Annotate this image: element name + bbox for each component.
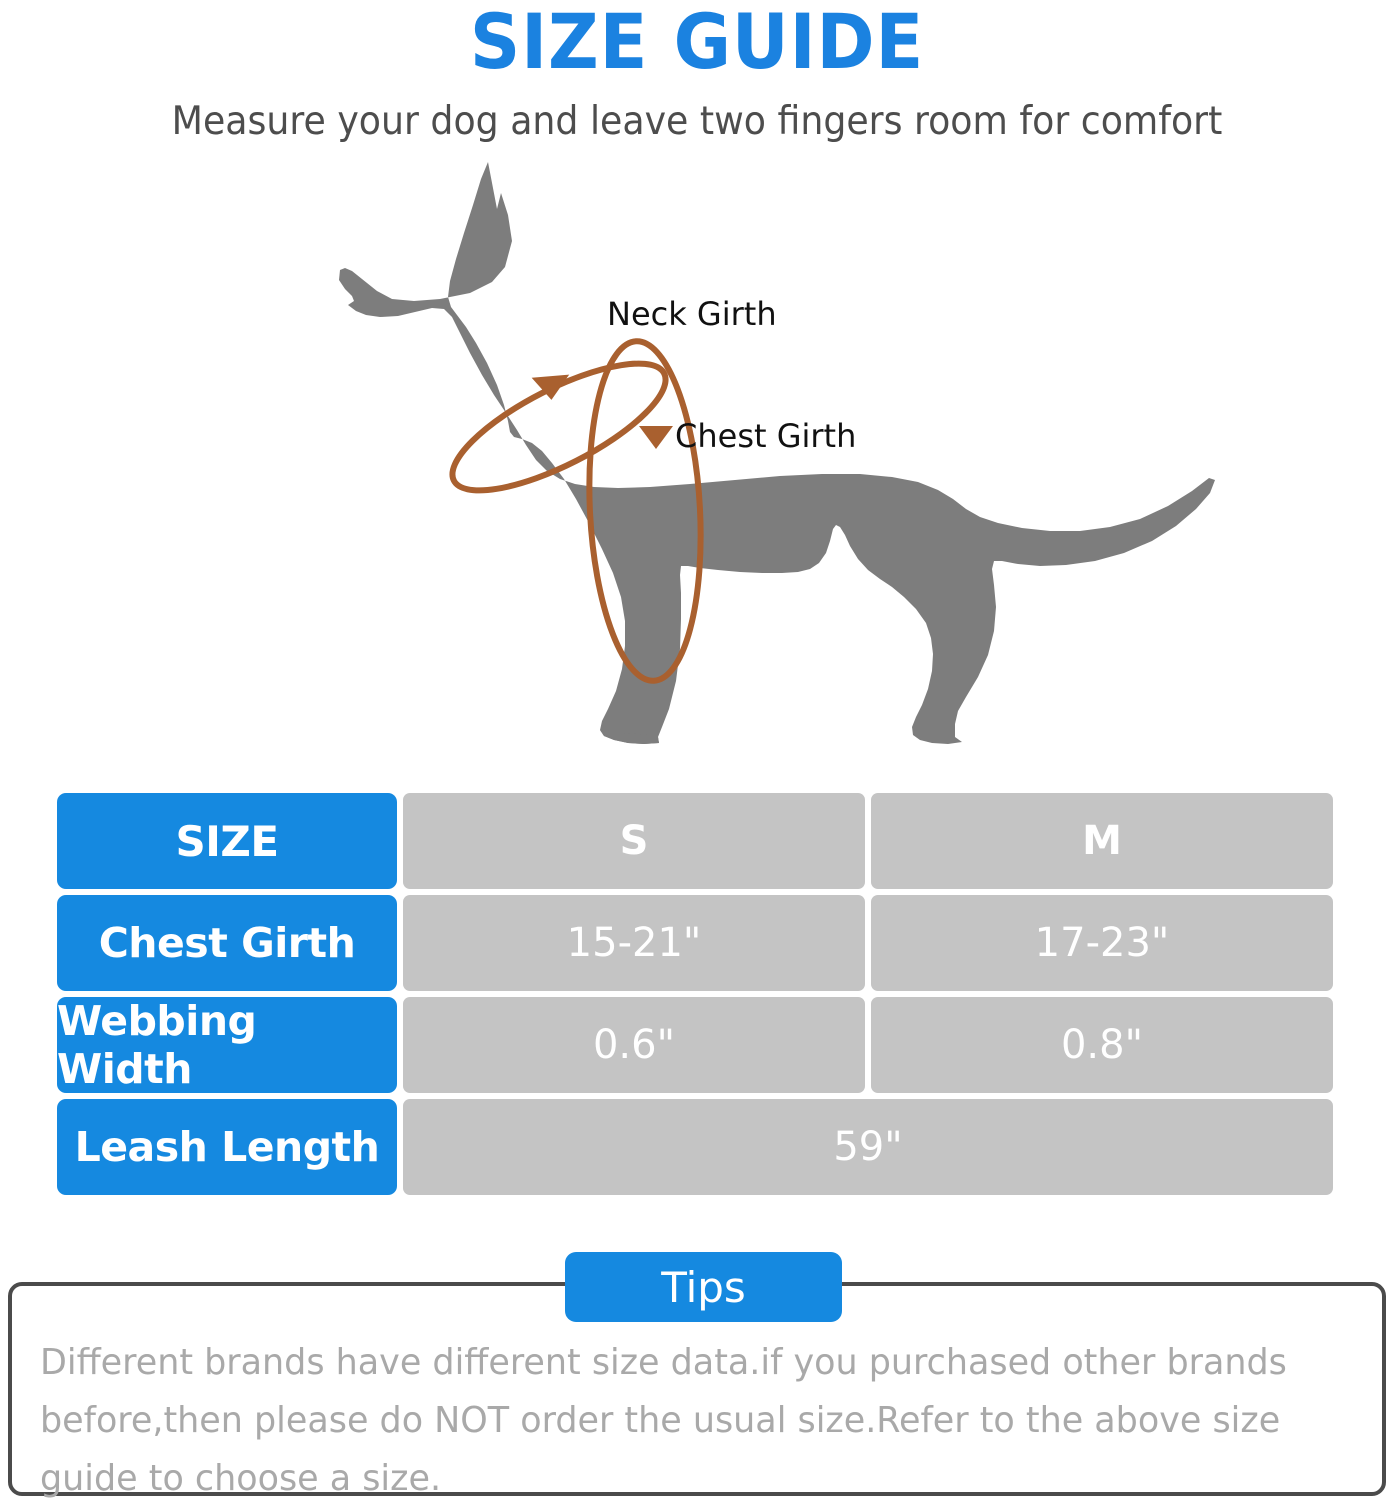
tips-section: Tips Different brands have different siz… <box>8 1252 1386 1499</box>
row-label-webbing-width: Webbing Width <box>57 997 397 1093</box>
table-row: Webbing Width 0.6" 0.8" <box>57 997 1333 1093</box>
table-header-s: S <box>403 793 865 889</box>
table-row: Chest Girth 15-21" 17-23" <box>57 895 1333 991</box>
cell-chest-girth-s: 15-21" <box>403 895 865 991</box>
tips-badge: Tips <box>565 1252 842 1322</box>
cell-chest-girth-m: 17-23" <box>871 895 1333 991</box>
cell-leash-length-all: 59" <box>403 1099 1333 1195</box>
dog-silhouette-icon <box>339 162 1215 744</box>
row-label-leash-length: Leash Length <box>57 1099 397 1195</box>
table-row: Leash Length 59" <box>57 1099 1333 1195</box>
cell-webbing-width-m: 0.8" <box>871 997 1333 1093</box>
table-header-size: SIZE <box>57 793 397 889</box>
tips-body-text: Different brands have different size dat… <box>40 1342 1287 1499</box>
chest-girth-ellipse-icon <box>586 338 704 684</box>
chest-girth-label: Chest Girth <box>675 417 857 455</box>
table-row: SIZE S M <box>57 793 1333 889</box>
size-table: SIZE S M Chest Girth 15-21" 17-23" Webbi… <box>57 793 1333 1195</box>
cell-webbing-width-s: 0.6" <box>403 997 865 1093</box>
page-subtitle: Measure your dog and leave two fingers r… <box>171 99 1223 144</box>
dog-measurement-illustration: Neck Girth Chest Girth <box>0 149 1394 744</box>
neck-girth-ellipse-icon <box>449 360 669 494</box>
page-title: SIZE GUIDE <box>469 0 925 86</box>
row-label-chest-girth: Chest Girth <box>57 895 397 991</box>
neck-girth-label: Neck Girth <box>607 295 777 333</box>
table-header-m: M <box>871 793 1333 889</box>
